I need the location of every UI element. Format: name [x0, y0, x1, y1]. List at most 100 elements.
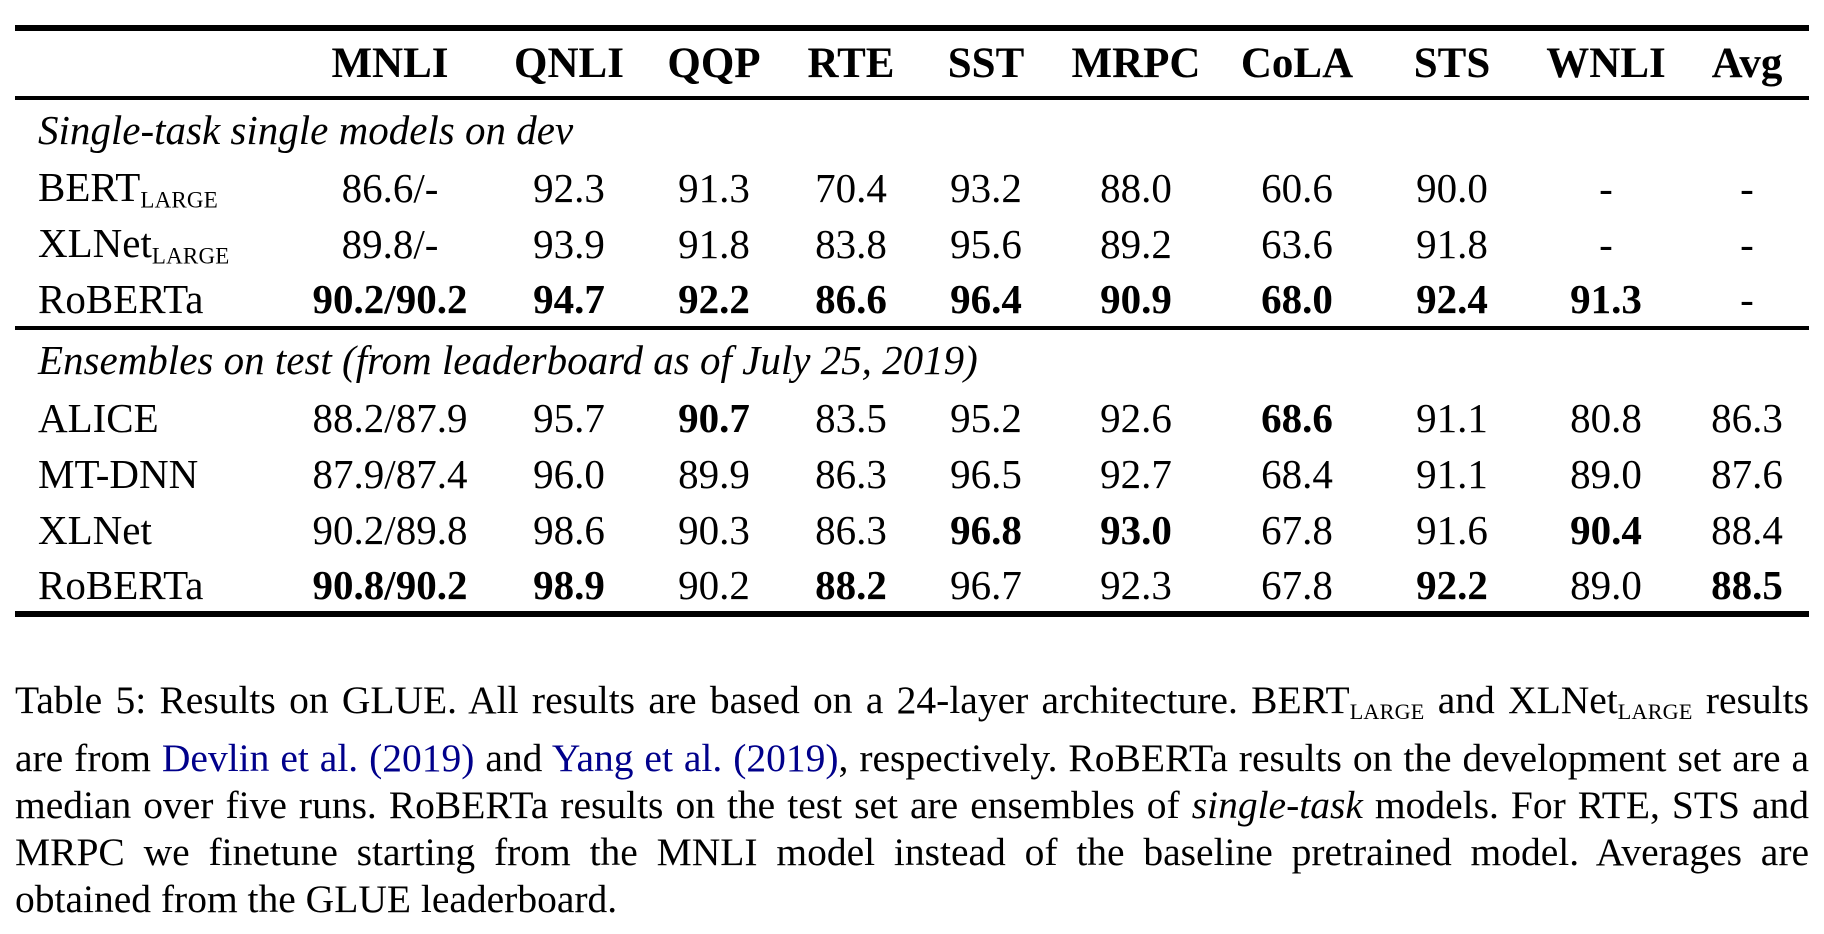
score-cell: - [1740, 276, 1754, 322]
score-cell: 91.3 [678, 165, 750, 211]
table-row: BERTLARGE 86.6/- 92.3 91.3 70.4 93.2 88.0 60.6 9… [15, 160, 1809, 216]
score-cell: 86.3 [815, 507, 887, 553]
score-cell: 95.7 [533, 395, 605, 441]
table-caption: Table 5: Results on GLUE. All results ar… [15, 677, 1809, 923]
column-header-sst: SST [947, 40, 1025, 87]
column-header-rte: RTE [807, 40, 895, 87]
caption-model-subscript: LARGE [1617, 699, 1693, 725]
score-cell: 88.4 [1711, 507, 1783, 553]
score-cell: 92.3 [1100, 561, 1172, 608]
score-cell: 89.9 [678, 451, 750, 497]
score-cell: 93.9 [533, 221, 605, 267]
score-cell: 89.2 [1100, 221, 1172, 267]
column-header-sts: STS [1413, 40, 1491, 87]
caption-text: , respectively. RoBERTa results on the d… [15, 736, 1809, 828]
score-cell: 91.8 [1416, 221, 1488, 267]
score-cell: 91.1 [1416, 395, 1488, 441]
caption-text: results are from [15, 678, 1809, 781]
score-cell: 68.0 [1261, 276, 1333, 322]
column-header-qnli: QNLI [514, 40, 624, 87]
score-cell: 90.2/90.2 [312, 276, 468, 322]
table-row: RoBERTa 90.8/90.2 98.9 90.2 88.2 96.7 92.3 67.8… [15, 558, 1809, 614]
score-cell: 83.8 [815, 221, 887, 267]
section-label-row: Single-task single models on dev [15, 98, 1809, 160]
score-cell: 86.3 [815, 451, 887, 497]
score-cell: 96.7 [950, 561, 1022, 608]
score-cell: 95.6 [950, 221, 1022, 267]
score-cell: 90.2/89.8 [312, 507, 468, 553]
score-cell: 94.7 [533, 276, 605, 322]
caption-text: models. For RTE, STS and MRPC we finetun… [15, 783, 1809, 922]
score-cell: 88.0 [1100, 165, 1172, 211]
score-cell: 92.6 [1100, 395, 1172, 441]
score-cell: 96.4 [950, 276, 1022, 322]
table-row: MT-DNN 87.9/87.4 96.0 89.9 86.3 96.5 92.7 68.4 9… [15, 446, 1809, 502]
score-cell: 60.6 [1261, 165, 1333, 211]
column-header-avg: Avg [1711, 40, 1783, 87]
score-cell: 90.2 [678, 561, 750, 608]
table-section-1: Single-task single models on dev BERTLARG… [15, 98, 1809, 328]
score-cell: 88.5 [1711, 561, 1783, 608]
score-cell: - [1740, 221, 1754, 267]
column-header-mrpc: MRPC [1071, 40, 1201, 87]
score-cell: 95.2 [950, 395, 1022, 441]
table-header: MNLI QNLI QQP RTE SST MRPC CoLA STS WNLI Avg [15, 28, 1809, 98]
score-cell: 91.1 [1416, 451, 1488, 497]
score-cell: 88.2 [815, 561, 887, 608]
score-cell: 83.5 [815, 395, 887, 441]
column-header-cola: CoLA [1240, 40, 1354, 87]
column-header-qqp: QQP [667, 40, 761, 87]
score-cell: 96.0 [533, 451, 605, 497]
table-row: XLNetLARGE 89.8/- 93.9 91.8 83.8 95.6 89.2 63.6… [15, 216, 1809, 272]
score-cell: 67.8 [1261, 561, 1333, 608]
caption-text: and XLNet [1424, 678, 1618, 722]
score-cell: 92.2 [1416, 561, 1488, 608]
column-header-model [15, 28, 285, 98]
score-cell: 89.8/- [341, 221, 439, 267]
score-cell: 90.0 [1416, 165, 1488, 211]
score-cell: 63.6 [1261, 221, 1333, 267]
model-name: RoBERTa [38, 561, 204, 608]
score-cell: 87.9/87.4 [312, 451, 468, 497]
score-cell: 92.2 [678, 276, 750, 322]
score-cell: 98.6 [533, 507, 605, 553]
score-cell: 90.8/90.2 [312, 561, 468, 608]
header-row: MNLI QNLI QQP RTE SST MRPC CoLA STS WNLI Avg [15, 28, 1809, 98]
score-cell: 80.8 [1570, 395, 1642, 441]
score-cell: 86.6/- [341, 165, 439, 211]
score-cell: 92.7 [1100, 451, 1172, 497]
section-label: Single-task single models on dev [38, 107, 574, 153]
model-size-subscript: LARGE [151, 243, 230, 269]
score-cell: 70.4 [815, 165, 887, 211]
score-cell: 86.3 [1711, 395, 1783, 441]
score-cell: 90.9 [1100, 276, 1172, 322]
score-cell: 87.6 [1711, 451, 1783, 497]
score-cell: - [1599, 165, 1613, 211]
section-label: Ensembles on test (from leaderboard as o… [38, 337, 978, 383]
caption-text: and [474, 736, 552, 781]
column-header-wnli: WNLI [1546, 40, 1666, 87]
score-cell: 93.2 [950, 165, 1022, 211]
score-cell: 91.3 [1570, 276, 1642, 322]
citation-link[interactable]: Yang et al. (2019) [551, 736, 839, 781]
caption-italic-text: single-task [1191, 783, 1363, 828]
table-row: RoBERTa 90.2/90.2 94.7 92.2 86.6 96.4 90.9 68.0… [15, 272, 1809, 328]
score-cell: 91.8 [678, 221, 750, 267]
score-cell: 89.0 [1570, 561, 1642, 608]
model-name: ALICE [38, 395, 159, 441]
score-cell: - [1599, 221, 1613, 267]
score-cell: 90.4 [1570, 507, 1642, 553]
score-cell: 67.8 [1261, 507, 1333, 553]
section-label-row: Ensembles on test (from leaderboard as o… [15, 328, 1809, 390]
model-name: XLNetLARGE [38, 219, 230, 269]
model-name: BERTLARGE [38, 163, 218, 213]
score-cell: 86.6 [815, 276, 887, 322]
score-cell: 91.6 [1416, 507, 1488, 553]
score-cell: 89.0 [1570, 451, 1642, 497]
table-section-2: Ensembles on test (from leaderboard as o… [15, 328, 1809, 614]
model-name: XLNet [38, 507, 152, 553]
citation-link[interactable]: Devlin et al. (2019) [161, 736, 475, 781]
caption-model-subscript: LARGE [1349, 699, 1425, 725]
model-name: MT-DNN [38, 451, 199, 497]
table-row: XLNet 90.2/89.8 98.6 90.3 86.3 96.8 93.0 67.8 91… [15, 502, 1809, 558]
